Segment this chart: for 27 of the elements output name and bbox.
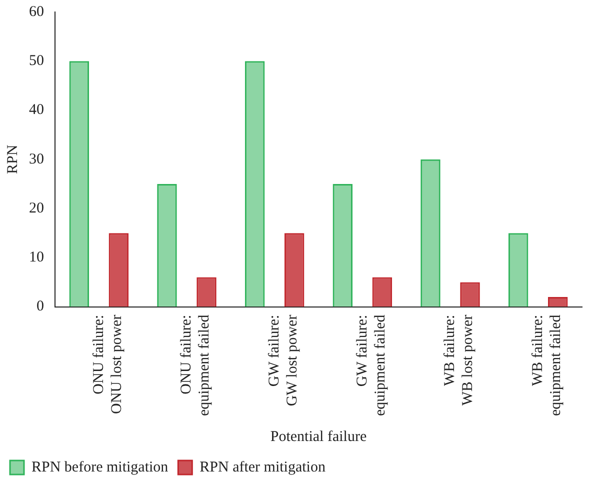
bar: [372, 277, 392, 307]
y-tick-label: 40: [29, 102, 44, 118]
bar: [548, 296, 568, 307]
y-tick-label: 20: [29, 200, 44, 216]
x-tick-label: GW failure: equipment failed: [354, 314, 388, 416]
bar: [69, 61, 90, 307]
x-tick-label: WB failure: equipment failed: [530, 314, 564, 416]
bar: [157, 184, 177, 307]
bar: [460, 282, 480, 307]
bar: [332, 184, 353, 307]
bar: [196, 277, 216, 307]
x-tick-label: ONU failure: ONU lost power: [90, 314, 125, 414]
y-tick-label: 0: [36, 298, 44, 315]
legend-label: RPN after mitigation: [200, 459, 326, 476]
y-tick-label: 10: [29, 250, 44, 266]
bar: [420, 159, 440, 307]
x-axis-title: Potential failure: [270, 428, 367, 445]
bar: [284, 233, 304, 307]
y-axis-title: RPN: [4, 144, 21, 174]
y-tick-label: 60: [29, 4, 44, 20]
y-tick-label: 30: [29, 151, 44, 168]
legend-label: RPN before mitigation: [32, 459, 169, 476]
bar: [508, 233, 528, 307]
x-tick-label: ONU failure: equipment failed: [178, 314, 213, 416]
bar: [244, 61, 265, 307]
y-tick-label: 50: [29, 53, 44, 70]
bar: [108, 233, 129, 307]
